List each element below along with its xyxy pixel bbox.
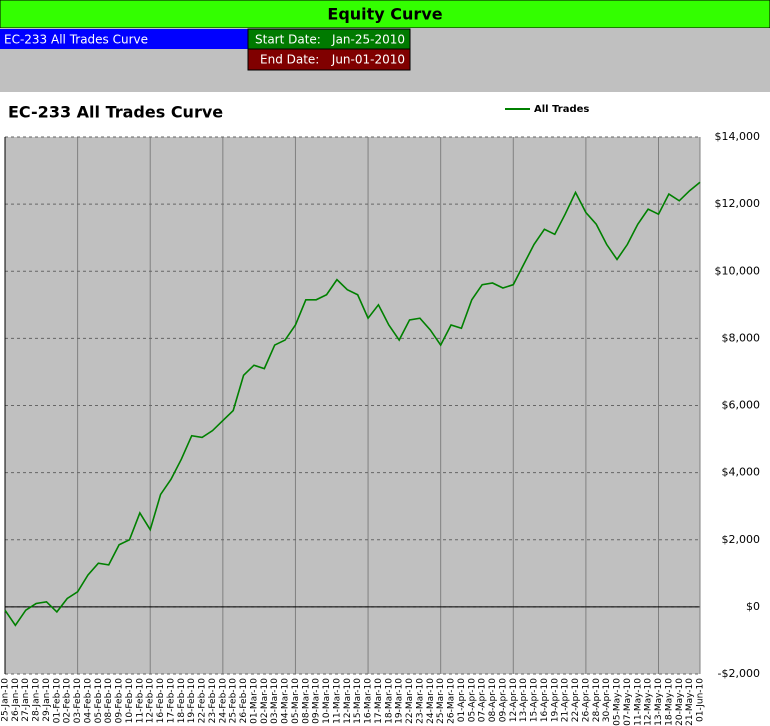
x-tick-label: 26-Jan-10 [11, 678, 21, 722]
start-label: Start Date: [255, 33, 321, 47]
x-tick-label: 11-Feb-10 [135, 678, 145, 724]
x-tick-label: 28-Jan-10 [32, 678, 42, 722]
x-tick-label: 01-Apr-10 [457, 678, 467, 722]
x-tick-label: 08-Feb-10 [104, 678, 114, 724]
x-tick-label: 07-May-10 [623, 678, 633, 726]
start-value: Jan-25-2010 [331, 33, 405, 47]
name-cell [0, 29, 248, 49]
y-tick-label: $8,000 [722, 331, 761, 344]
x-tick-label: 26-Mar-10 [447, 678, 457, 724]
x-tick-label: 23-Feb-10 [208, 678, 218, 724]
y-tick-label: $2,000 [722, 533, 761, 546]
x-tick-label: 02-Feb-10 [63, 678, 73, 724]
end-value: Jun-01-2010 [331, 53, 405, 67]
x-tick-label: 24-Mar-10 [426, 678, 436, 724]
x-tick-label: 28-Apr-10 [592, 678, 602, 722]
x-tick-label: 08-Apr-10 [488, 678, 498, 722]
x-tick-label: 22-Mar-10 [405, 678, 415, 724]
y-tick-label: $4,000 [722, 466, 761, 479]
x-tick-label: 13-May-10 [654, 678, 664, 726]
legend-label: All Trades [534, 104, 589, 115]
x-tick-label: 12-May-10 [644, 678, 654, 726]
x-tick-label: 26-Feb-10 [239, 678, 249, 724]
x-tick-label: 03-Mar-10 [270, 678, 280, 724]
x-tick-label: 17-Feb-10 [166, 678, 176, 724]
chart-title: EC-233 All Trades Curve [8, 103, 223, 122]
x-tick-label: 11-Mar-10 [332, 678, 342, 724]
x-tick-label: 15-Apr-10 [530, 678, 540, 722]
curve-name: EC-233 All Trades Curve [4, 33, 148, 47]
equity-line [4, 181, 701, 627]
x-tick-label: 10-Mar-10 [322, 678, 332, 724]
x-tick-label: 15-Mar-10 [353, 678, 363, 724]
x-tick-label: 16-Apr-10 [540, 678, 550, 722]
x-tick-label: 27-Jan-10 [21, 678, 31, 722]
x-tick-label: 09-Feb-10 [115, 678, 125, 724]
x-tick-label: 19-Apr-10 [550, 678, 560, 722]
x-tick-label: 16-Feb-10 [156, 678, 166, 724]
x-tick-label: 05-Mar-10 [291, 678, 301, 724]
x-tick-label: 04-Feb-10 [83, 678, 93, 724]
x-tick-label: 18-May-10 [664, 678, 674, 726]
x-tick-label: 07-Apr-10 [478, 678, 488, 722]
y-tick-label: $14,000 [715, 130, 761, 143]
x-tick-label: 09-Apr-10 [498, 678, 508, 722]
x-tick-label: 10-Feb-10 [125, 678, 135, 724]
x-tick-label: 01-Jun-10 [696, 678, 706, 722]
x-tick-label: 05-May-10 [613, 678, 623, 726]
x-tick-label: 08-Mar-10 [301, 678, 311, 724]
y-tick-label: $10,000 [715, 264, 761, 277]
x-tick-label: 18-Feb-10 [177, 678, 187, 724]
x-tick-label: 12-Feb-10 [146, 678, 156, 724]
x-tick-label: 04-Mar-10 [281, 678, 291, 724]
x-tick-label: 21-Apr-10 [561, 678, 571, 722]
x-tick-label: 29-Jan-10 [42, 678, 52, 722]
x-tick-label: 21-May-10 [685, 678, 695, 726]
x-tick-label: 17-Mar-10 [374, 678, 384, 724]
x-tick-label: 05-Feb-10 [94, 678, 104, 724]
page-title: Equity Curve [327, 5, 442, 24]
x-tick-label: 22-Apr-10 [571, 678, 581, 722]
x-tick-label: 12-Apr-10 [509, 678, 519, 722]
x-tick-label: 13-Apr-10 [519, 678, 529, 722]
x-tick-label: 16-Mar-10 [364, 678, 374, 724]
x-tick-label: 11-May-10 [633, 678, 643, 726]
x-tick-label: 25-Jan-10 [1, 678, 11, 722]
x-tick-label: 03-Feb-10 [73, 678, 83, 724]
y-tick-label: -$2,000 [718, 667, 760, 680]
x-tick-label: 02-Mar-10 [260, 678, 270, 724]
y-tick-label: $12,000 [715, 197, 761, 210]
end-cell [247, 48, 411, 71]
x-tick-label: 12-Mar-10 [343, 678, 353, 724]
x-tick-label: 01-Mar-10 [249, 678, 259, 724]
y-tick-label: $0 [746, 600, 760, 613]
x-tick-label: 23-Mar-10 [415, 678, 425, 724]
x-tick-label: 25-Feb-10 [229, 678, 239, 724]
x-tick-label: 01-Feb-10 [52, 678, 62, 724]
x-tick-label: 20-May-10 [675, 678, 685, 726]
x-tick-label: 19-Feb-10 [187, 678, 197, 724]
x-tick-label: 24-Feb-10 [218, 678, 228, 724]
x-tick-label: 19-Mar-10 [395, 678, 405, 724]
x-tick-label: 09-Mar-10 [312, 678, 322, 724]
x-tick-label: 26-Apr-10 [581, 678, 591, 722]
x-tick-label: 25-Mar-10 [436, 678, 446, 724]
x-tick-label: 18-Mar-10 [384, 678, 394, 724]
x-tick-label: 05-Apr-10 [467, 678, 477, 722]
x-tick-label: 30-Apr-10 [602, 678, 612, 722]
end-label: End Date: [260, 53, 319, 67]
x-tick-label: 22-Feb-10 [198, 678, 208, 724]
y-tick-label: $6,000 [722, 399, 761, 412]
